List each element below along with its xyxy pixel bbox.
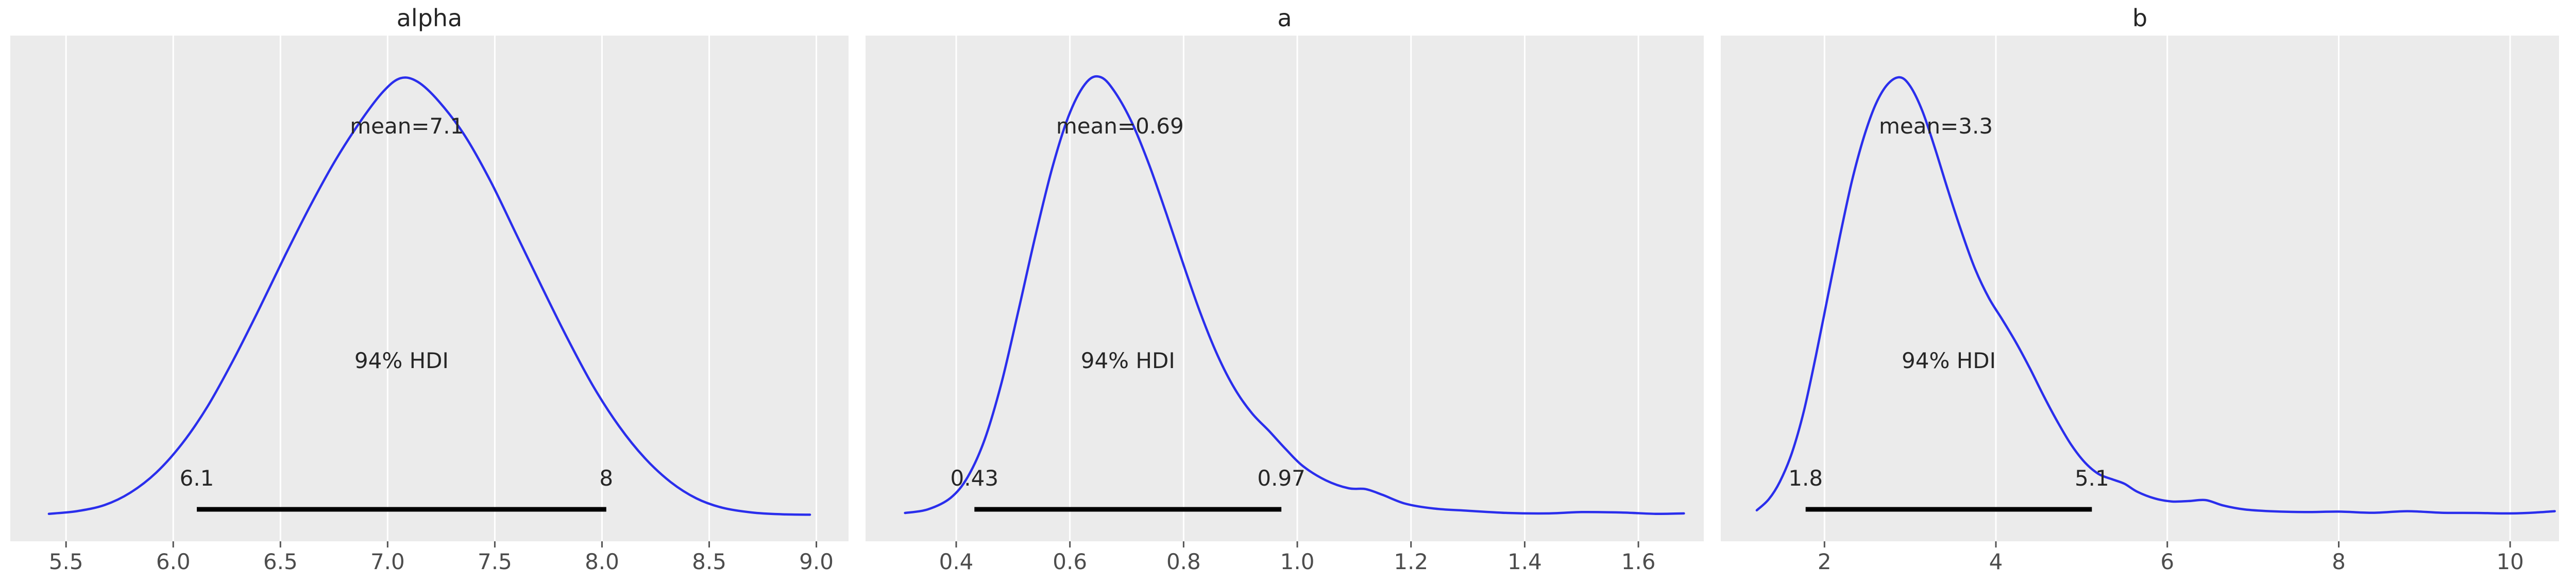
panel-title: b [2132, 4, 2148, 32]
panel-a: a 0.4 0.6 0.8 1.0 1.2 1.4 1.6 mean=0.69 94% HDI 0.… [866, 0, 1704, 581]
plot-background [1721, 36, 2559, 541]
x-tick-label: 1.6 [1621, 549, 1656, 574]
x-tick-label: 8 [2332, 549, 2346, 574]
mean-label: mean=7.1 [350, 113, 464, 139]
plot-background [10, 36, 849, 541]
kde-curve [47, 76, 811, 516]
plot-area-svg: 5.5 6.0 6.5 7.0 7.5 8.0 8.5 9.0 mean=7.1 94% HDI 6… [10, 36, 849, 574]
hdi-bar [974, 507, 1282, 512]
mean-label: mean=3.3 [1879, 113, 1993, 139]
kde-curve [1755, 76, 2556, 515]
hdi-lower-label: 1.8 [1788, 466, 1823, 491]
hdi-lower-label: 0.43 [951, 466, 999, 491]
x-tick-label: 6.0 [156, 549, 191, 574]
mean-label: mean=0.69 [1056, 113, 1184, 139]
hdi-upper-label: 8 [599, 466, 613, 491]
x-tick-label: 7.5 [478, 549, 512, 574]
x-tick-label: 9.0 [799, 549, 834, 574]
x-tick-label: 6.5 [263, 549, 298, 574]
x-tick-label: 0.8 [1166, 549, 1201, 574]
plot-area-svg: 2 4 6 8 10 mean=3.3 94% HDI 1.8 5.1 [1721, 36, 2559, 574]
hdi-lower-label: 6.1 [180, 466, 214, 491]
plot-area-svg: 0.4 0.6 0.8 1.0 1.2 1.4 1.6 mean=0.69 94% HDI 0.4… [866, 36, 1704, 574]
plot-background [866, 36, 1704, 541]
x-tick-label: 1.4 [1507, 549, 1542, 574]
hdi-interval-label: 94% HDI [1081, 348, 1175, 373]
hdi-bar [1805, 507, 2092, 512]
panel-b: b 2 4 6 8 10 mean=3.3 94% HDI 1.8 5.1 [1721, 0, 2559, 581]
panel-title: a [1277, 4, 1292, 32]
kde-curve [904, 75, 1685, 516]
hdi-bar [197, 507, 606, 512]
x-tick-label: 6 [2160, 549, 2174, 574]
hdi-upper-label: 0.97 [1257, 466, 1306, 491]
hdi-interval-label: 94% HDI [1902, 348, 1996, 373]
x-tick-label: 0.6 [1053, 549, 1087, 574]
x-tick-label: 8.0 [585, 549, 619, 574]
x-tick-label: 4 [1989, 549, 2003, 574]
x-tick-label: 8.5 [692, 549, 726, 574]
x-tick-label: 1.0 [1280, 549, 1315, 574]
panel-title: alpha [396, 4, 463, 32]
hdi-interval-label: 94% HDI [354, 348, 449, 373]
x-tick-label: 5.5 [49, 549, 83, 574]
x-tick-label: 1.2 [1394, 549, 1428, 574]
hdi-upper-label: 5.1 [2075, 466, 2109, 491]
x-tick-label: 0.4 [939, 549, 974, 574]
x-tick-label: 2 [1818, 549, 1832, 574]
x-tick-label: 7.0 [370, 549, 405, 574]
panel-alpha: alpha 5.5 6.0 6.5 7.0 7.5 8.0 8.5 9.0 mean=7.1 94%… [10, 0, 849, 581]
x-tick-label: 10 [2496, 549, 2523, 574]
